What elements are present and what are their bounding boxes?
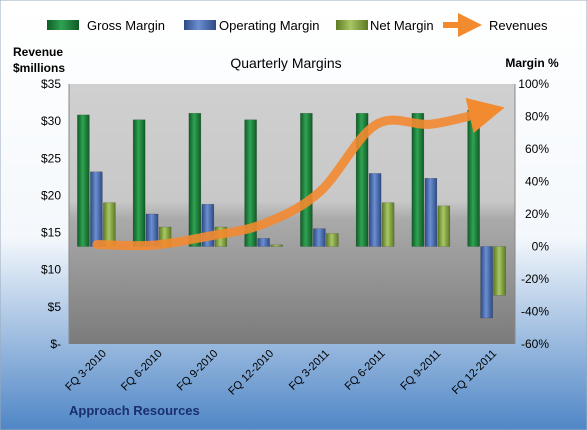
legend: Gross Margin Operating Margin Net Margin… xyxy=(47,13,548,37)
left-tick-label: $10 xyxy=(41,263,61,277)
right-tick-label: 0% xyxy=(532,240,550,254)
bar-gross-margin xyxy=(244,119,257,247)
left-tick-label: $- xyxy=(50,337,61,351)
bar-operating-margin xyxy=(257,238,270,247)
bar-net-margin xyxy=(493,246,506,296)
bar-net-margin xyxy=(381,202,395,247)
bar-gross-margin xyxy=(411,113,425,247)
footer-company-name: Approach Resources xyxy=(69,403,200,418)
legend-swatch-gross-margin xyxy=(47,20,79,30)
right-tick-label: 80% xyxy=(525,110,549,124)
right-tick-label: -40% xyxy=(521,305,549,319)
bar-gross-margin xyxy=(188,113,202,247)
bar-gross-margin xyxy=(300,113,313,247)
revenue-line xyxy=(92,97,505,251)
legend-label-operating-margin: Operating Margin xyxy=(219,18,319,33)
bar-operating-margin xyxy=(313,228,326,247)
left-axis: $35 $30 $25 $20 $15 $10 $5 $- xyxy=(41,77,70,351)
left-tick-label: $20 xyxy=(41,188,61,202)
left-tick-label: $35 xyxy=(41,77,61,91)
left-axis-title-line1: Revenue xyxy=(13,45,63,59)
bar-operating-margin xyxy=(480,246,493,319)
left-tick-label: $15 xyxy=(41,226,61,240)
legend-label-revenues: Revenues xyxy=(489,18,548,33)
legend-label-gross-margin: Gross Margin xyxy=(87,18,165,33)
bar-net-margin xyxy=(326,233,339,247)
bar-net-margin xyxy=(270,244,283,247)
chart-title: Quarterly Margins xyxy=(230,55,341,71)
right-axis-title: Margin % xyxy=(505,56,559,70)
bar-operating-margin xyxy=(368,173,382,247)
legend-label-net-margin: Net Margin xyxy=(370,18,434,33)
bar-gross-margin xyxy=(467,109,480,247)
left-tick-label: $30 xyxy=(41,114,61,128)
bar-operating-margin xyxy=(424,178,438,247)
right-tick-label: 100% xyxy=(518,77,549,91)
legend-swatch-net-margin xyxy=(336,20,368,30)
right-tick-label: 20% xyxy=(525,207,549,221)
left-tick-label: $25 xyxy=(41,151,61,165)
bar-net-margin xyxy=(437,205,451,247)
legend-swatch-operating-margin xyxy=(184,20,216,30)
bar-net-margin xyxy=(103,202,116,247)
right-tick-label: -60% xyxy=(521,337,549,351)
bar-operating-margin xyxy=(90,171,103,247)
left-tick-label: $5 xyxy=(48,300,62,314)
right-axis: 100% 80% 60% 40% 20% 0% -20% -40% -60% xyxy=(514,77,550,351)
left-axis-title-line2: $millions xyxy=(13,61,65,75)
right-tick-label: -20% xyxy=(521,272,549,286)
revenue-line-layer xyxy=(92,97,505,251)
right-tick-label: 40% xyxy=(525,175,549,189)
bar-gross-margin xyxy=(77,114,90,247)
bar-gross-margin xyxy=(132,119,146,247)
right-tick-label: 60% xyxy=(525,142,549,156)
